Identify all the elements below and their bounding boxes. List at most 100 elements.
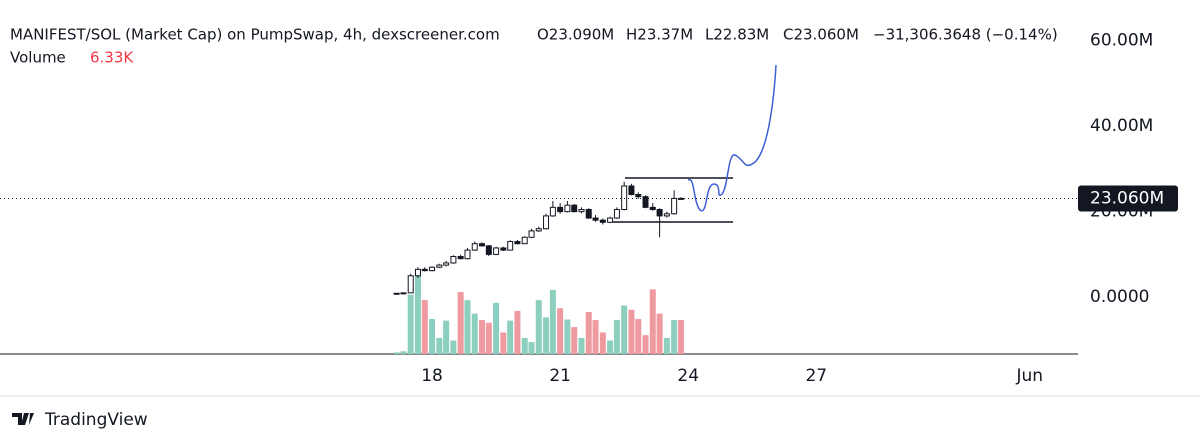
candle-body xyxy=(571,204,578,213)
volume-bar xyxy=(613,320,620,354)
candle-body xyxy=(493,247,500,255)
volume-bar xyxy=(457,292,464,354)
volume-bar xyxy=(485,322,492,354)
candle-body xyxy=(607,217,614,223)
candle-body xyxy=(436,264,443,268)
volume-bar xyxy=(621,305,628,354)
volume-bar xyxy=(400,351,407,354)
volume-bar xyxy=(500,332,507,354)
candle-body xyxy=(663,213,670,217)
volume-bar xyxy=(464,300,471,354)
projection-curve xyxy=(687,64,777,212)
candle-body xyxy=(671,197,678,215)
candle-body xyxy=(628,185,635,196)
volume-bar xyxy=(429,319,436,354)
volume-value: 6.33K xyxy=(90,49,134,67)
volume-bar xyxy=(507,320,514,354)
candle-body xyxy=(400,292,407,295)
candle-body xyxy=(450,256,457,264)
volume-bar xyxy=(578,337,585,354)
candle-body xyxy=(642,196,649,208)
volume-bar xyxy=(656,313,663,354)
candle-body xyxy=(407,275,414,294)
candle-body xyxy=(393,292,400,295)
volume-bar xyxy=(635,319,642,354)
y-tick-label: 0.0000 xyxy=(1090,287,1149,307)
volume-bar xyxy=(671,320,678,354)
volume-bar xyxy=(543,317,550,354)
candle-body xyxy=(564,204,571,213)
x-tick-label: Jun xyxy=(1015,366,1043,386)
candle-body xyxy=(635,194,642,198)
candle-body xyxy=(656,208,663,217)
candle-body xyxy=(613,208,620,219)
volume-bar xyxy=(471,313,478,354)
candle-body xyxy=(592,217,599,221)
ohlc-text: H23.37M xyxy=(626,26,693,44)
volume-bar xyxy=(649,289,656,354)
volume-bar xyxy=(436,337,443,354)
volume-bar xyxy=(535,300,542,354)
candle-body xyxy=(549,206,556,217)
volume-bar xyxy=(557,308,564,354)
candle-body xyxy=(471,243,478,251)
candle-body xyxy=(543,215,550,230)
ohlc-text: O23.090M xyxy=(537,26,614,44)
candle-body xyxy=(421,268,428,272)
x-tick-label: 27 xyxy=(805,366,827,386)
candle-body xyxy=(521,236,528,245)
volume-bar xyxy=(414,270,421,354)
last-price-label: 23.060M xyxy=(1090,189,1164,209)
footer-brand: TradingView xyxy=(44,410,148,430)
volume-bar xyxy=(421,300,428,354)
drawings xyxy=(613,64,777,223)
candle-body xyxy=(429,266,436,272)
volume-bar xyxy=(443,320,450,354)
ohlc-text: L22.83M xyxy=(705,26,769,44)
logo xyxy=(12,413,34,425)
x-tick-label: 24 xyxy=(677,366,699,386)
volume-bar xyxy=(592,320,599,354)
volume-bar xyxy=(607,340,614,354)
candle-body xyxy=(485,245,492,255)
volume-bar xyxy=(521,337,528,354)
candle-body xyxy=(500,247,507,251)
volume-bar xyxy=(677,319,684,354)
volume-bar xyxy=(628,309,635,354)
volume-bar xyxy=(479,320,486,354)
candle-body xyxy=(457,256,464,260)
ohlc-text: −31,306.3648 (−0.14%) xyxy=(873,26,1058,44)
candle-body xyxy=(514,241,521,245)
volume-bar xyxy=(450,340,457,354)
candle-body xyxy=(528,230,535,238)
ohlc-text: C23.060M xyxy=(783,26,859,44)
volume-bar xyxy=(514,310,521,354)
candle-body xyxy=(557,206,564,213)
x-tick-label: 21 xyxy=(549,366,571,386)
y-tick-label: 40.00M xyxy=(1090,116,1153,136)
volume-bar xyxy=(528,342,535,354)
x-tick-label: 18 xyxy=(421,366,443,386)
volume-bar xyxy=(564,319,571,354)
volume-bar xyxy=(493,302,500,354)
candle-body xyxy=(443,262,450,266)
candle-body xyxy=(535,228,542,232)
candle-body xyxy=(479,243,486,247)
candle-body xyxy=(649,206,656,210)
candle-body xyxy=(578,208,585,213)
volume-label: Volume xyxy=(10,49,66,67)
volume-bar xyxy=(599,332,606,354)
volume-bar xyxy=(642,335,649,354)
candle-body xyxy=(464,249,471,260)
volume-bar xyxy=(549,289,556,354)
candle-body xyxy=(585,208,592,219)
last-price-box xyxy=(1078,185,1178,212)
candle-body xyxy=(507,241,514,251)
volume-bar xyxy=(393,352,400,354)
candle-body xyxy=(621,185,628,210)
chart-title: MANIFEST/SOL (Market Cap) on PumpSwap, 4… xyxy=(10,26,500,44)
candle-body xyxy=(599,219,606,223)
candle-body xyxy=(414,268,421,277)
y-tick-label: 60.00M xyxy=(1090,31,1153,51)
